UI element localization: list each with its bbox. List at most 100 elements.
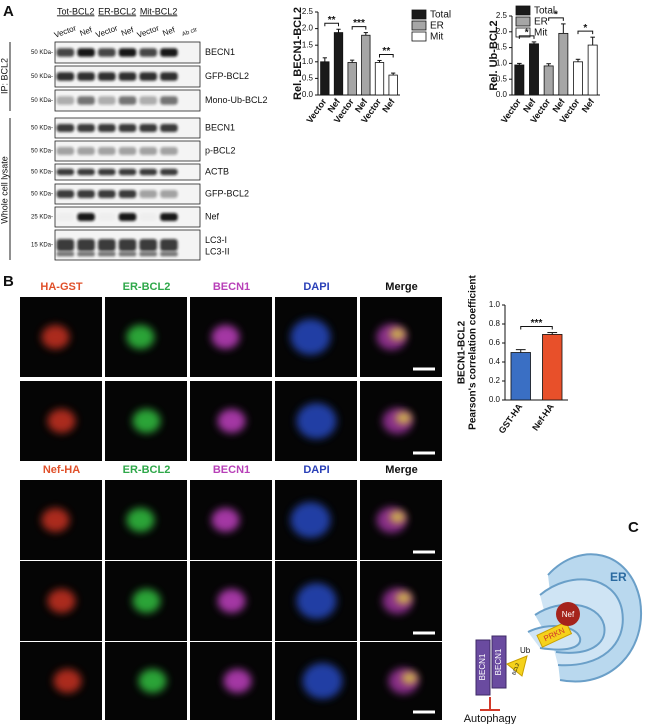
row-label: BECN1	[205, 122, 235, 132]
blot-band	[97, 72, 116, 81]
y-tick-label: 0.0	[496, 90, 508, 99]
significance-label: ***	[531, 318, 543, 329]
y-tick-label: 0.0	[302, 90, 314, 99]
y-tick-label: 1.0	[496, 59, 508, 68]
bar	[587, 44, 598, 96]
blot-band	[56, 96, 75, 105]
lane-label: Vector	[53, 23, 78, 39]
row-label: LC3-I	[205, 235, 227, 245]
y-tick-label: 1.5	[302, 40, 314, 49]
fluorescence	[401, 672, 418, 684]
legend-label: Total	[430, 10, 451, 21]
blot-band	[56, 251, 75, 257]
bar	[320, 61, 330, 96]
fluorescence	[389, 328, 406, 340]
y-tick-label: 1.5	[496, 43, 508, 52]
bcl2-shape	[506, 655, 528, 677]
fluorescence	[223, 669, 252, 693]
er-label: ER	[610, 570, 627, 584]
blot-band	[97, 147, 116, 155]
ip-label: IP: BCL2	[0, 58, 9, 94]
row-label: p-BCL2	[205, 145, 236, 155]
blot-band	[118, 190, 137, 198]
blot-band	[97, 239, 116, 251]
x-tick-label: Nef	[380, 96, 397, 114]
legend-label: ER	[534, 17, 548, 28]
legend-swatch	[411, 20, 427, 31]
blot-band	[160, 124, 178, 132]
bar	[514, 64, 525, 96]
bar	[542, 334, 563, 401]
blot-band	[160, 72, 178, 81]
fluorescence	[211, 508, 240, 532]
blot-band	[77, 48, 95, 57]
blot-band	[118, 213, 137, 221]
blot-band	[97, 48, 116, 57]
prkn-shape	[536, 621, 573, 648]
channel-label: Merge	[385, 281, 417, 293]
blot-band	[56, 190, 75, 198]
significance-label: *	[554, 10, 558, 21]
bar	[558, 32, 569, 96]
significance-bracket	[379, 53, 394, 58]
lane-label: Nef	[79, 25, 95, 38]
blot-band	[57, 213, 75, 221]
group-label: ER-BCL2	[98, 6, 136, 16]
y-axis-label: BECN1-BCL2	[457, 320, 468, 384]
fluorescence	[47, 409, 76, 433]
panel-label: A	[3, 3, 14, 20]
lane-label: Vector	[94, 23, 119, 39]
fluorescence	[47, 589, 76, 613]
y-tick-label: 0.5	[302, 74, 314, 83]
blot-band	[160, 168, 178, 176]
bar	[529, 43, 539, 96]
blot-band	[139, 168, 158, 176]
blot-band	[160, 239, 178, 251]
legend-swatch	[515, 16, 531, 27]
blot-band	[118, 147, 137, 155]
legend-swatch	[411, 31, 427, 42]
y-tick-label: 1.0	[489, 300, 501, 309]
y-tick-label: 2.5	[302, 7, 314, 16]
blot-band	[139, 48, 158, 57]
bar	[374, 62, 385, 96]
fluorescence	[132, 409, 161, 433]
blot-band	[160, 147, 178, 155]
x-tick-label: Vector	[499, 96, 523, 125]
blot-band	[160, 96, 178, 105]
blot-band	[77, 168, 95, 176]
blot-band	[118, 48, 137, 57]
legend-swatch	[411, 9, 427, 20]
fluorescence	[290, 502, 331, 538]
fluorescence	[395, 412, 412, 424]
x-tick-label: GST-HA	[497, 401, 525, 435]
group-label: Tot-BCL2	[57, 6, 95, 16]
blot-band	[77, 72, 95, 81]
blot-band	[118, 124, 137, 132]
blot-band	[97, 190, 116, 198]
y-tick-label: 2.0	[496, 27, 508, 36]
nef-label: Nef	[562, 610, 575, 619]
blot-band	[160, 251, 178, 257]
row-label: ACTB	[205, 166, 229, 176]
legend-swatch	[515, 27, 531, 38]
mw-label: 50 KDa-	[31, 192, 53, 198]
blot-band	[160, 190, 178, 198]
blot-band	[97, 251, 116, 257]
x-tick-label: Nef-HA	[530, 401, 556, 432]
y-tick-label: 0.0	[489, 395, 501, 404]
bar	[510, 352, 531, 401]
row-label: GFP-BCL2	[205, 71, 249, 81]
significance-label: ***	[353, 18, 365, 29]
bar	[543, 65, 554, 96]
blot-band	[77, 96, 95, 105]
y-tick-label: 0.6	[489, 338, 501, 347]
mw-label: 25 KDa-	[31, 215, 53, 221]
y-tick-label: 0.5	[496, 74, 508, 83]
lane-label: Nef	[120, 25, 136, 38]
blot-band	[77, 147, 95, 155]
legend-swatch	[515, 5, 531, 16]
blot-band	[56, 72, 75, 81]
fluorescence	[41, 325, 70, 349]
blot-band	[56, 147, 75, 155]
